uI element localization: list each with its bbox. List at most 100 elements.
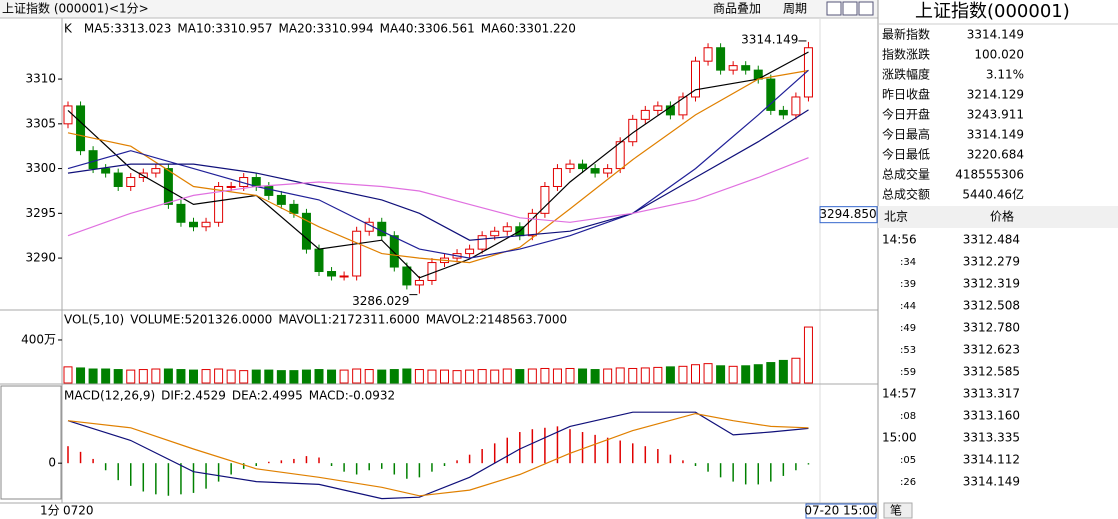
quote-value: 3243.911 (967, 108, 1024, 122)
legend-entry: MAVOL2:2148563.7000 (426, 313, 567, 327)
quote-value: 3.11% (986, 68, 1024, 82)
volume-bar (352, 368, 362, 384)
legend-entry: MA60:3301.220 (481, 22, 576, 36)
nav-icons[interactable] (826, 1, 874, 16)
quote-label: 最新指数 (882, 27, 930, 42)
tick-time: :59 (900, 367, 916, 378)
legend-entry: DEA:2.4995 (232, 389, 303, 403)
candle-body (327, 271, 337, 277)
candle-body (377, 221, 387, 237)
candle-body (88, 150, 98, 170)
candle-body (653, 105, 663, 111)
period-label: 1分 (40, 504, 60, 518)
legend-entry: MA10:3310.957 (177, 22, 272, 36)
quote-label: 今日最高 (882, 127, 930, 142)
candle-body (477, 235, 487, 250)
volume-bar (628, 367, 638, 384)
volume-bar (163, 368, 173, 384)
volume-bar (665, 366, 675, 384)
tick-time: :49 (900, 323, 916, 334)
volume-bar (490, 369, 500, 384)
volume-bar (251, 369, 261, 384)
ticks-header-bg (878, 206, 1118, 228)
candle-body (691, 60, 700, 98)
overlay-button[interactable]: 商品叠加 (713, 1, 761, 16)
candle-body (201, 221, 211, 228)
ma-line (67, 69, 809, 259)
volume-bar (703, 363, 713, 384)
legend-entry: DIF:2.4529 (161, 389, 226, 403)
volume-bar (527, 368, 537, 384)
candle-body (716, 47, 726, 71)
volume-bar (301, 369, 311, 384)
candle-body (189, 221, 198, 228)
tick-price: 3313.317 (963, 387, 1020, 401)
tick-time: :53 (900, 345, 916, 356)
legend-entry: MACD:-0.0932 (309, 389, 395, 403)
volume-bar (502, 368, 512, 384)
legend-entry: MAVOL1:2172311.6000 (278, 313, 419, 327)
candle-body (402, 266, 412, 286)
macd-line (67, 411, 809, 500)
y-tick-label: 3295 (25, 206, 56, 220)
quote-label: 昨日收盘 (882, 87, 930, 102)
y-tick-label: 400万 (21, 332, 56, 346)
volume-bar (465, 369, 475, 384)
volume-bar (565, 367, 575, 384)
candle-body (502, 226, 512, 232)
candle-body (527, 212, 537, 237)
candle-body (565, 163, 575, 170)
volume-bar (552, 368, 562, 384)
tick-price: 3313.335 (963, 431, 1020, 445)
y-tick-label: 3305 (25, 116, 56, 130)
x-tick-label: 07-20 15:00 (804, 504, 877, 518)
candle-body (176, 203, 186, 223)
tick-price: 3314.112 (963, 453, 1020, 467)
ma-line (67, 157, 809, 237)
quote-label: 指数涨跌 (882, 47, 930, 62)
volume-bar (176, 369, 186, 384)
volume-bar (452, 370, 462, 384)
candle-body (226, 185, 236, 188)
volume-bar (640, 367, 650, 384)
x-cursor-box (805, 503, 877, 519)
tick-price: 3312.508 (963, 299, 1020, 313)
candle-body (352, 230, 362, 277)
volume-bar (440, 369, 449, 384)
period-button[interactable]: 周期 (783, 2, 807, 16)
candle-body (578, 163, 588, 170)
annotation: 3314.149 (741, 32, 798, 46)
ma-line (67, 51, 809, 279)
volume-bar (753, 364, 763, 384)
quote-value: 5440.46亿 (962, 187, 1024, 202)
volume-bar (603, 368, 613, 384)
volume-bar (189, 369, 198, 384)
volume-bar (339, 369, 349, 384)
candle-body (301, 212, 311, 250)
ticks-header-time: 北京 (884, 210, 908, 224)
volume-bar (389, 369, 399, 384)
candle-body (741, 65, 751, 71)
candle-body (791, 96, 801, 116)
candle-body (703, 47, 713, 62)
volume-bar (414, 369, 424, 384)
volume-bar (264, 369, 274, 384)
volume-bar (778, 359, 788, 384)
volume-bar (377, 369, 387, 384)
window-title: 上证指数 (000001)<1分> (2, 1, 149, 16)
volume-bar (276, 370, 286, 384)
quote-label: 总成交额 (882, 187, 930, 202)
side-box (0, 385, 62, 500)
tick-time: :05 (900, 455, 916, 466)
tick-price: 3312.585 (963, 365, 1020, 379)
volume-bar (314, 369, 324, 384)
volume-bar (578, 368, 588, 384)
candle-body (113, 172, 123, 187)
volume-bar (540, 367, 550, 384)
tick-price: 3312.484 (963, 233, 1020, 247)
volume-bar (239, 370, 249, 384)
candle-body (552, 168, 562, 187)
footer-tab[interactable] (883, 502, 913, 519)
candle-body (540, 185, 550, 214)
